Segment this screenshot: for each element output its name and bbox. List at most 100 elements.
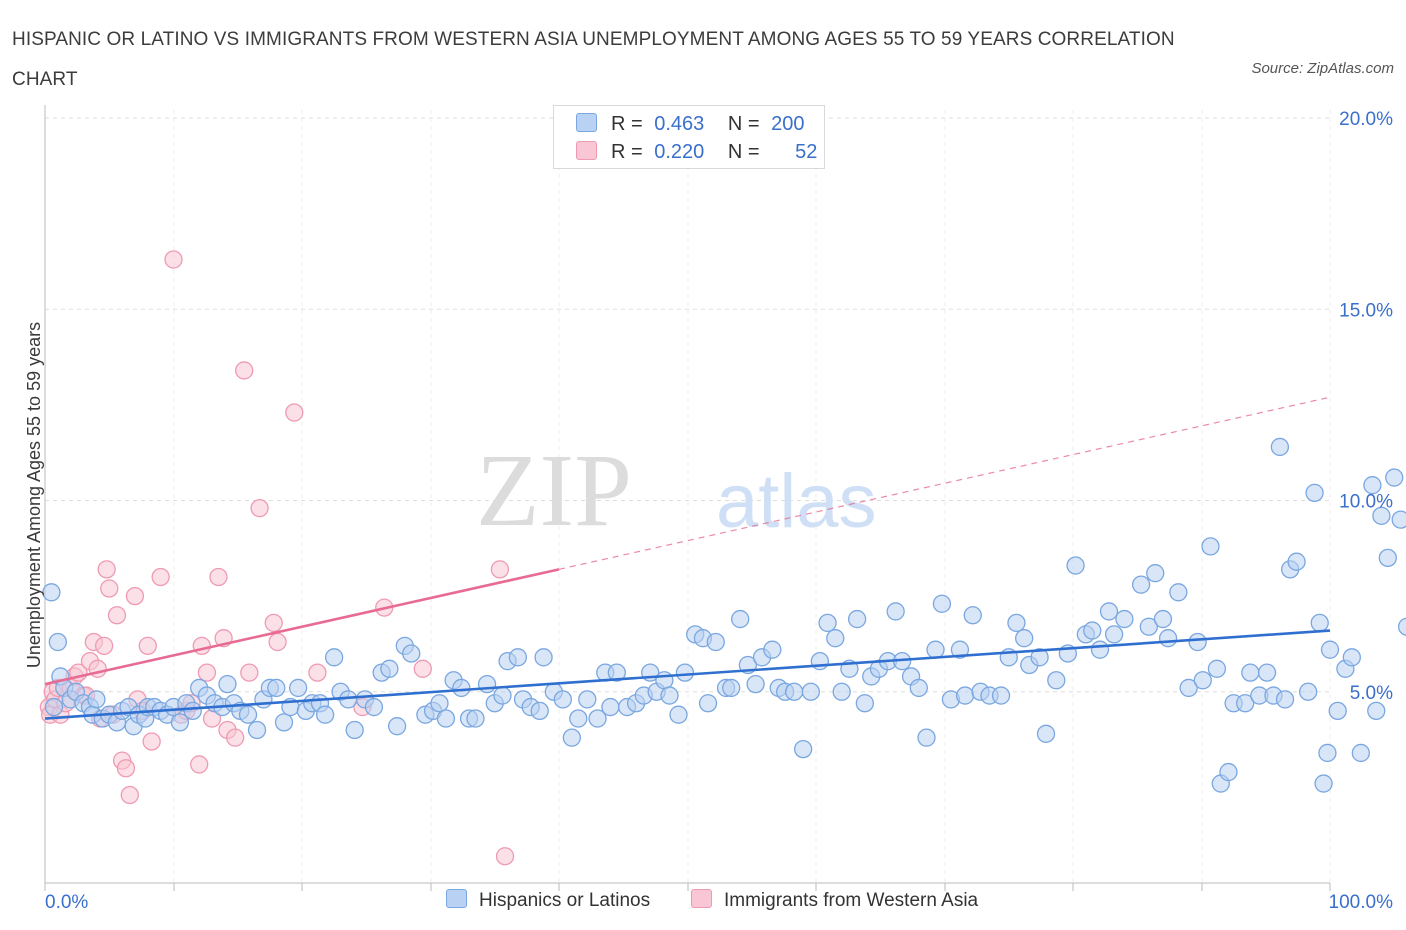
point-hispanic — [569, 709, 588, 728]
point-hispanic — [1007, 613, 1026, 633]
y-tick-label: 15.0% — [1339, 300, 1393, 321]
point-hispanic — [847, 609, 867, 629]
point-hispanic — [1201, 537, 1220, 556]
point-hispanic — [1115, 609, 1134, 629]
point-hispanic — [1342, 648, 1361, 667]
point-hispanic — [508, 648, 528, 667]
watermark-atlas: atlas — [716, 459, 877, 544]
point-hispanic — [402, 644, 421, 663]
point-hispanic — [1188, 632, 1207, 652]
point-hispanic — [655, 671, 674, 690]
point-hispanic — [722, 678, 741, 698]
point-hispanic — [909, 678, 928, 698]
point-hispanic — [1090, 640, 1110, 659]
point-hispanic — [42, 583, 61, 602]
point-hispanic — [1318, 743, 1337, 763]
axes — [44, 105, 1331, 891]
point-hispanic — [578, 690, 597, 709]
point-hispanic — [1036, 724, 1056, 743]
point-hispanic — [1099, 602, 1119, 621]
point-hispanic — [1158, 629, 1178, 648]
point-hispanic — [801, 682, 821, 701]
point-hispanic — [170, 713, 190, 732]
point-hispanic — [855, 694, 874, 713]
tick-labels: 5.0% 10.0% 15.0% 20.0% 0.0% 100.0% — [45, 109, 1393, 913]
point-hispanic — [345, 720, 364, 740]
point-western-asia — [264, 613, 283, 633]
point-western-asia — [308, 663, 327, 682]
point-hispanic — [794, 739, 813, 759]
point-hispanic — [1397, 617, 1406, 636]
bottom-legend-western-asia: Immigrants from Western Asia — [691, 889, 978, 912]
legend-row-western-asia: R = 0.220 N = 52 — [576, 141, 817, 163]
chart-title: HISPANIC OR LATINO VS IMMIGRANTS FROM WE… — [12, 29, 1175, 90]
point-western-asia — [192, 636, 211, 655]
bottom-legend-swatch-pink — [691, 889, 712, 908]
point-hispanic — [44, 697, 64, 717]
point-hispanic — [1146, 564, 1165, 583]
watermark-zip: ZIP — [476, 433, 632, 548]
point-hispanic — [1314, 774, 1333, 793]
point-hispanic — [1169, 583, 1188, 602]
point-hispanic — [1139, 617, 1158, 636]
legend-swatch-pink — [576, 141, 597, 160]
watermark: ZIP atlas — [476, 433, 877, 548]
point-western-asia — [190, 755, 209, 774]
point-hispanic — [950, 640, 970, 659]
point-hispanic — [601, 697, 620, 717]
point-western-asia — [226, 728, 245, 747]
point-western-asia — [125, 586, 145, 606]
point-hispanic — [1328, 701, 1347, 721]
point-hispanic — [926, 640, 945, 659]
point-hispanic — [380, 659, 399, 678]
point-western-asia — [235, 361, 254, 380]
legend-n-label: N = — [727, 141, 760, 163]
point-hispanic — [1320, 640, 1340, 659]
point-hispanic — [826, 629, 845, 648]
point-hispanic — [588, 709, 607, 728]
point-hispanic — [288, 678, 308, 698]
point-hispanic — [1385, 468, 1404, 487]
point-hispanic — [607, 663, 626, 682]
point-western-asia — [268, 632, 287, 652]
x-tick-label-min: 0.0% — [45, 892, 88, 913]
point-hispanic — [731, 609, 750, 629]
point-western-asia — [240, 663, 259, 682]
point-western-asia — [107, 606, 127, 625]
point-hispanic — [1047, 671, 1066, 690]
x-tick-label-max: 100.0% — [1329, 892, 1394, 913]
point-hispanic — [763, 640, 782, 659]
point-hispanic — [1367, 701, 1386, 721]
point-hispanic — [669, 705, 688, 724]
series-immigrants-western-asia — [39, 250, 515, 866]
point-hispanic — [1287, 552, 1306, 571]
point-hispanic — [430, 694, 449, 713]
point-hispanic — [562, 728, 581, 747]
point-western-asia — [151, 567, 170, 587]
trend-lines — [44, 396, 1331, 720]
point-hispanic — [493, 686, 512, 705]
point-hispanic — [1378, 548, 1397, 568]
trend-line-hispanic — [44, 629, 1331, 720]
legend-n-value: 200 — [771, 113, 805, 135]
point-hispanic — [1351, 743, 1370, 763]
point-hispanic — [1030, 648, 1049, 667]
point-hispanic — [1153, 609, 1173, 629]
point-hispanic — [452, 678, 471, 698]
point-western-asia — [250, 498, 269, 518]
legend-swatch-blue — [576, 113, 597, 132]
point-hispanic — [1131, 575, 1151, 594]
point-western-asia — [285, 403, 304, 422]
point-hispanic — [1015, 629, 1034, 648]
point-hispanic — [1219, 762, 1238, 782]
point-hispanic — [1179, 678, 1198, 698]
legend-n-value: 52 — [795, 141, 818, 163]
point-hispanic — [1363, 476, 1382, 495]
point-hispanic — [387, 717, 407, 736]
point-hispanic — [1372, 506, 1391, 525]
trend-line-western-asia — [44, 568, 560, 686]
point-hispanic — [818, 613, 837, 633]
point-hispanic — [324, 648, 344, 667]
point-hispanic — [247, 720, 267, 740]
point-hispanic — [1391, 510, 1406, 529]
